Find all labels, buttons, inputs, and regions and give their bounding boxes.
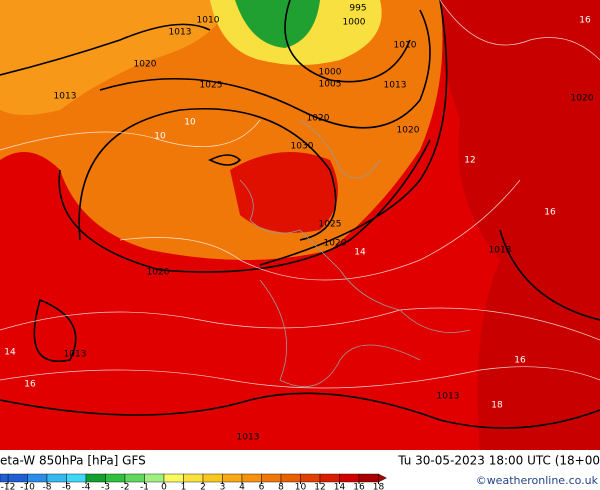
isobar-label: 1020 <box>147 268 170 278</box>
colorbar-tick-label: 2 <box>200 483 206 490</box>
colorbar-swatch <box>261 473 282 483</box>
colorbar-swatch <box>319 473 340 483</box>
isobar-label: 1013 <box>64 350 87 360</box>
east-region <box>430 0 600 450</box>
theta-label: 14 <box>354 248 366 258</box>
theta-label: 16 <box>579 16 591 26</box>
isobar-label: 1013 <box>384 81 407 91</box>
isobar-label: 1020 <box>324 239 347 249</box>
theta-lines <box>0 0 600 389</box>
red-blob <box>230 152 338 233</box>
map-title: eta-W 850hPa [hPa] GFS <box>0 454 146 468</box>
colorbar-tick-label: 8 <box>278 483 284 490</box>
colorbar-tick-label: 1 <box>181 483 187 490</box>
colorbar-tick-label: 14 <box>334 483 346 490</box>
colorbar: -12 -10 -8 -6 -4 -3 -2 -1 0 1 2 3 4 6 8 10 12 14 16 18 <box>0 473 387 490</box>
isobar-label: 1013 <box>437 392 460 402</box>
colorbar-swatch <box>300 473 321 483</box>
colorbar-tick-label: -12 <box>1 483 16 490</box>
colorbar-tick-label: 0 <box>161 483 167 490</box>
theta-label: 16 <box>544 208 556 218</box>
isobar-label: 1025 <box>200 81 223 91</box>
colorbar-tick-label: -8 <box>43 483 52 490</box>
colorbar-tick-label: -4 <box>82 483 91 490</box>
theta-label: 14 <box>4 348 16 358</box>
colorbar-tick-label: -1 <box>140 483 149 490</box>
colorbar-tick-label: -2 <box>121 483 130 490</box>
map-datetime: Tu 30-05-2023 18:00 UTC (18+00 <box>397 454 600 468</box>
colorbar-swatch <box>183 473 204 483</box>
colorbar-swatch <box>46 473 67 483</box>
isobar-label: 1005 <box>319 80 342 90</box>
colorbar-swatch <box>124 473 145 483</box>
colorbar-swatch <box>358 473 379 483</box>
colorbar-arrow <box>378 473 387 483</box>
colorbar-tick-label: 3 <box>220 483 226 490</box>
light-orange-region <box>0 0 230 115</box>
colorbar-tick-label: -3 <box>101 483 110 490</box>
isobar-label: 1013 <box>169 28 192 38</box>
colorbar-swatch <box>7 473 28 483</box>
isobar-label: 1013 <box>54 92 77 102</box>
isobar-label: 1013 <box>489 246 512 256</box>
colorbar-tick-label: 16 <box>353 483 365 490</box>
colorbar-swatch <box>105 473 126 483</box>
isobar-label: 1010 <box>394 41 417 51</box>
colorbar-swatch <box>280 473 301 483</box>
theta-label: 16 <box>24 380 36 390</box>
isobar-label: 1030 <box>291 142 314 152</box>
theta-label: 12 <box>464 156 475 166</box>
colorbar-swatch <box>144 473 165 483</box>
isobar-label: 1010 <box>197 16 220 26</box>
theta-label: 10 <box>184 118 196 128</box>
colorbar-swatch <box>85 473 106 483</box>
colorbar-tick-label: -6 <box>62 483 71 490</box>
isobar-label: 1013 <box>237 433 260 443</box>
isobar-label: 1020 <box>397 126 420 136</box>
green-region <box>235 0 320 48</box>
colorbar-swatch <box>241 473 262 483</box>
isobars <box>0 0 600 429</box>
theta-label: 10 <box>154 132 166 142</box>
colorbar-swatch <box>163 473 184 483</box>
colorbar-swatch <box>202 473 223 483</box>
isobar-label: 1000 <box>319 68 342 78</box>
colorbar-tick-label: 4 <box>239 483 245 490</box>
isobar-label: 1020 <box>134 60 157 70</box>
isobar-label: 1020 <box>307 114 330 124</box>
isobar-label: 1025 <box>319 220 342 230</box>
colorbar-swatch <box>222 473 243 483</box>
colorbar-swatch <box>27 473 48 483</box>
colorbar-start <box>0 473 9 483</box>
isobar-label: 1000 <box>343 18 366 28</box>
isobar-label: 995 <box>349 4 366 14</box>
colorbar-tick-label: 18 <box>373 483 385 490</box>
theta-label: 18 <box>491 401 503 411</box>
isobar-label: 1020 <box>571 94 594 104</box>
coastlines <box>239 119 471 388</box>
colorbar-tick-label: 12 <box>314 483 325 490</box>
colorbar-tick-label: 10 <box>295 483 307 490</box>
colorbar-swatch <box>339 473 360 483</box>
colorbar-tick-label: -10 <box>20 483 35 490</box>
theta-label: 16 <box>514 356 526 366</box>
colorbar-swatch <box>66 473 87 483</box>
colorbar-tick-label: 6 <box>259 483 265 490</box>
copyright: ©weatheronline.co.uk <box>476 474 599 487</box>
